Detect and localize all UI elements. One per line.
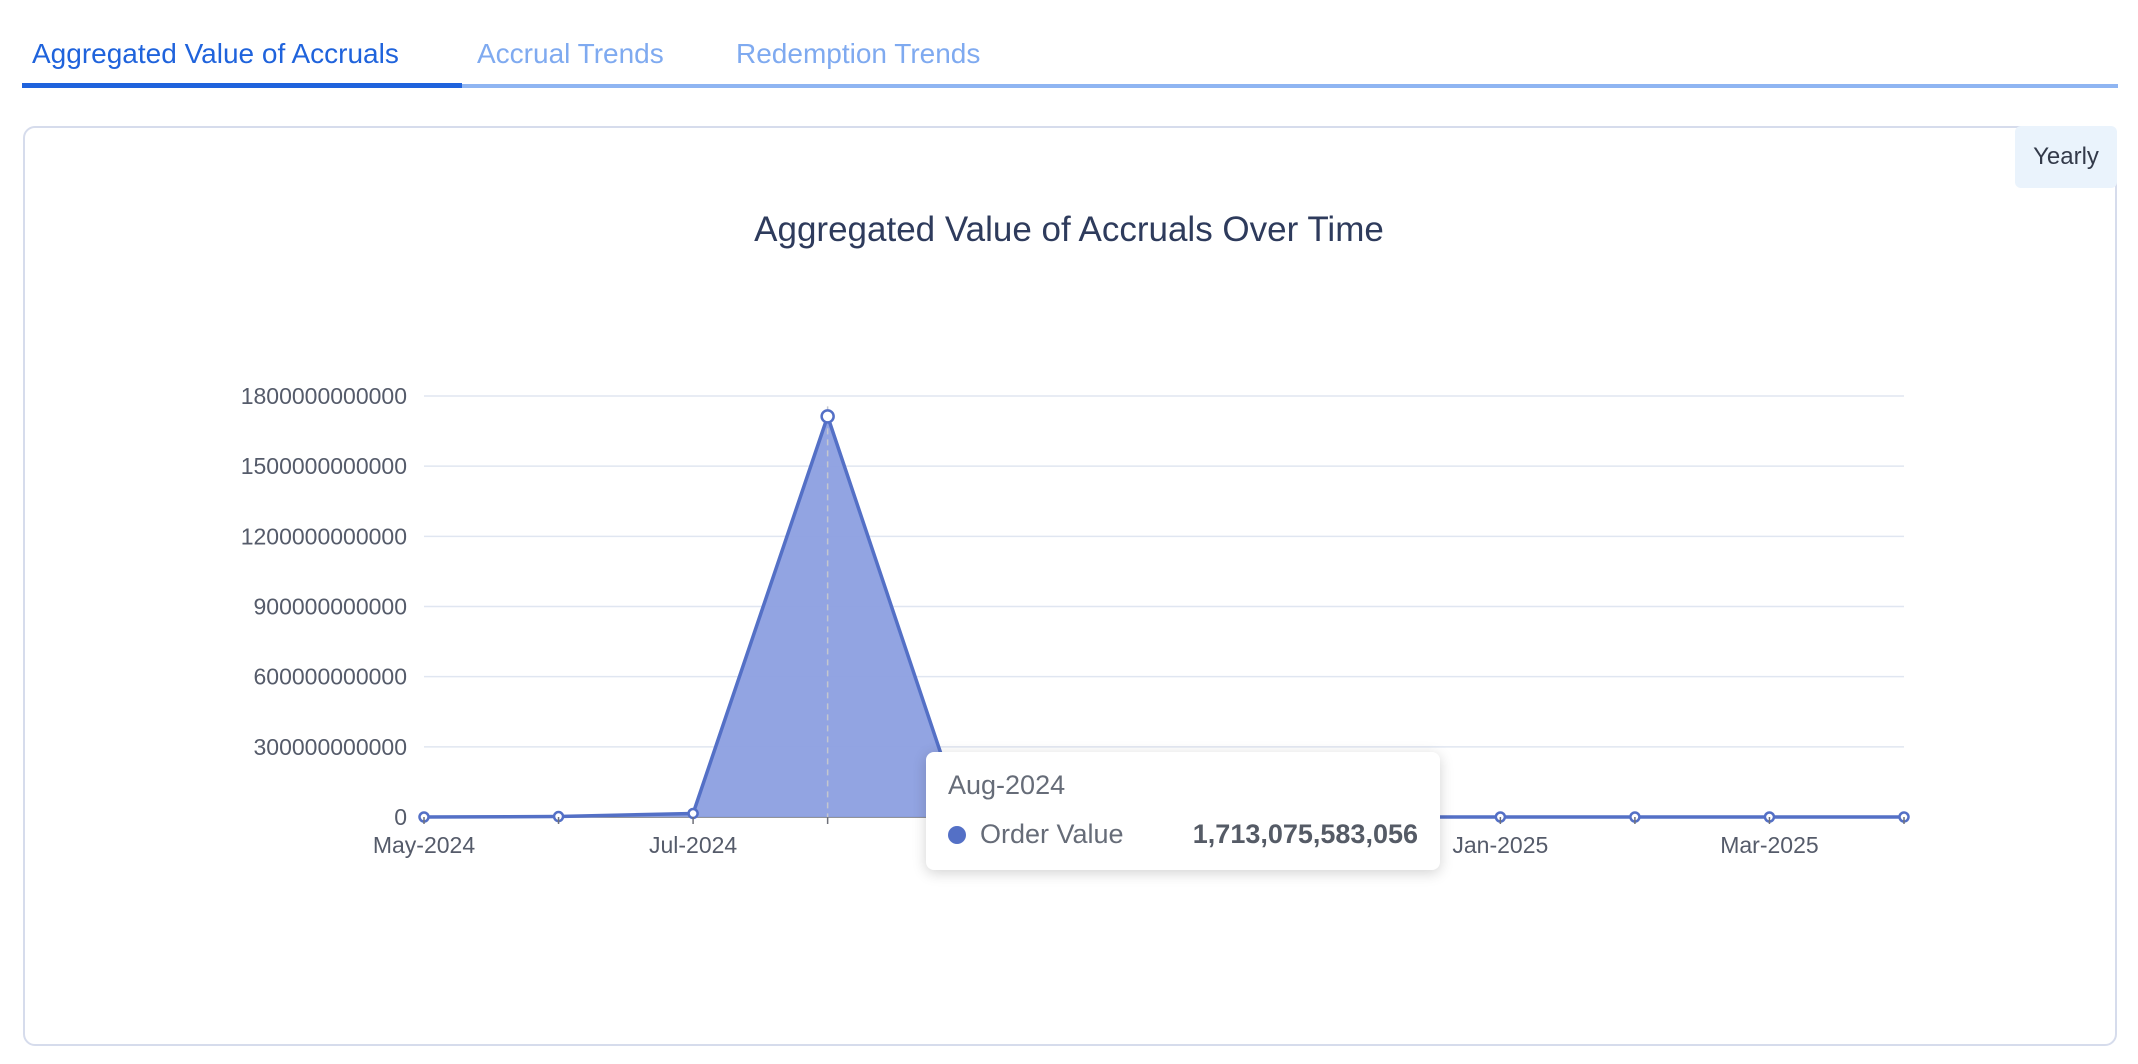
x-tick-label: Jan-2025 <box>1452 832 1548 858</box>
y-tick-label: 1500000000000 <box>241 453 407 479</box>
tab-accrual-trends[interactable]: Accrual Trends <box>477 38 664 69</box>
x-tick-label: Jul-2024 <box>649 832 737 858</box>
tooltip-series-value: 1,713,075,583,056 <box>1192 819 1418 849</box>
y-tick-label: 0 <box>394 804 407 830</box>
data-point <box>687 807 699 820</box>
y-tick-label: 900000000000 <box>254 594 408 620</box>
active-tab-indicator <box>22 83 462 88</box>
chart-tooltip: Aug-2024 Order Value 1,713,075,583,056 <box>926 752 1440 870</box>
tooltip-title: Aug-2024 <box>948 770 1066 800</box>
tooltip-row: Order Value 1,713,075,583,056 <box>948 819 1418 850</box>
y-tick-label: 300000000000 <box>254 734 408 760</box>
series-marker-icon <box>948 825 966 844</box>
data-point <box>820 409 835 424</box>
y-tick-label: 1200000000000 <box>241 523 407 549</box>
tab-aggregated-value-of-accruals[interactable]: Aggregated Value of Accruals <box>32 38 399 69</box>
tab-bar-divider <box>22 84 2118 88</box>
tooltip-series-name: Order Value <box>980 819 1124 849</box>
x-tick-label: May-2024 <box>373 832 475 858</box>
chart-title: Aggregated Value of Accruals Over Time <box>754 210 1384 249</box>
tab-bar: Aggregated Value of Accruals Accrual Tre… <box>22 0 2118 90</box>
y-tick-label: 600000000000 <box>254 664 408 690</box>
x-tick-label: Mar-2025 <box>1720 832 1818 858</box>
period-toggle-button[interactable]: Yearly <box>2015 126 2117 188</box>
tab-redemption-trends[interactable]: Redemption Trends <box>736 38 981 69</box>
y-tick-label: 1800000000000 <box>241 383 407 409</box>
chart-card: Yearly <box>23 126 2117 1046</box>
